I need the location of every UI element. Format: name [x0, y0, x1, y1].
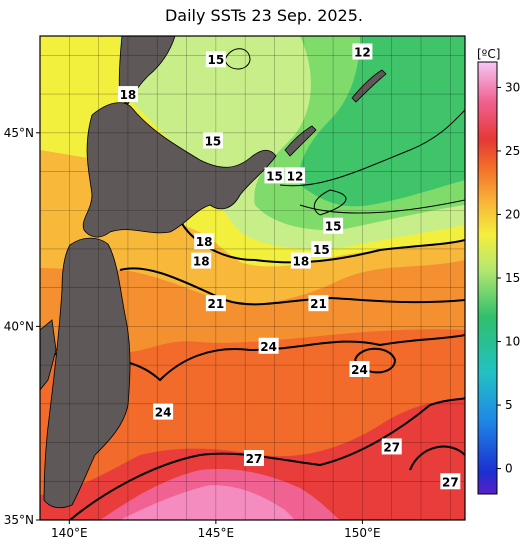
contour-label-bg [290, 252, 311, 269]
lat-tick-label: 40°N [4, 319, 34, 333]
contour-label: 18 [290, 252, 311, 269]
contour-label-text: 24 [351, 363, 368, 377]
axis-layer: 140°E 145°E 150°E 45°N 40°N 35°N [4, 126, 381, 540]
contour-label-text: 24 [155, 406, 172, 420]
contour-label: 15 [205, 51, 226, 68]
contour-label-text: 15 [266, 169, 283, 183]
contour-label: 15 [311, 240, 332, 257]
lat-tick-label: 35°N [4, 513, 34, 527]
contour-label-bg [349, 360, 370, 377]
contour-label-text: 15 [325, 220, 342, 234]
lon-tick-label: 150°E [344, 526, 381, 540]
contour-label-bg [352, 43, 373, 60]
contour-label: 21 [205, 295, 226, 312]
contour-label: 24 [258, 337, 279, 354]
land-honshu [43, 237, 131, 509]
contour-label-text: 27 [246, 452, 263, 466]
contour-label-bg [191, 252, 212, 269]
colorbar-tick-label: 20 [505, 207, 520, 221]
contour-label: 18 [194, 233, 215, 250]
colorbar-scale [477, 61, 498, 495]
contour-label-text: 18 [293, 255, 310, 269]
contour-label-text: 15 [313, 243, 330, 257]
colorbar: [ºC] 30 25 20 15 10 5 0 [477, 47, 520, 495]
contour-lines-thin [224, 48, 465, 216]
contour-label-bg [153, 403, 174, 420]
colorbar-tick-label: 10 [505, 335, 520, 349]
contour-label-bg [205, 51, 226, 68]
contour-label: 27 [381, 438, 402, 455]
contour-label: 21 [308, 295, 329, 312]
colorbar-ticks: 30 25 20 15 10 5 0 [497, 80, 520, 476]
contour-label-bg [285, 167, 305, 184]
contour-label-bg [243, 450, 264, 467]
contour-label-bg [194, 233, 215, 250]
contour-label: 15 [264, 167, 285, 184]
contour-label-text: 27 [383, 440, 400, 454]
contour-label-bg [440, 473, 461, 490]
colorbar-tick-label: 25 [505, 144, 520, 158]
contour-label: 27 [243, 450, 264, 467]
contour-label-text: 18 [196, 235, 213, 249]
contour-21 [119, 267, 465, 306]
land-hokkaido [82, 102, 277, 238]
contour-label: 18 [191, 252, 212, 269]
contour-label-text: 27 [442, 475, 459, 489]
graticule [40, 36, 465, 520]
contour-label-text: 15 [205, 135, 222, 149]
contour-label-text: 15 [208, 53, 225, 67]
map-title: Daily SSTs 23 Sep. 2025. [164, 6, 363, 25]
contour-label-bg [205, 295, 226, 312]
contour-label-bg [264, 167, 285, 184]
contour-label: 27 [440, 473, 461, 490]
sst-band-magenta [120, 485, 295, 520]
contour-label-bg [308, 295, 329, 312]
contour-label-text: 12 [287, 169, 304, 183]
contour-label: 15 [202, 132, 223, 149]
land-noto [40, 319, 57, 391]
contour-label-bg [258, 337, 279, 354]
contour-label: 18 [117, 86, 138, 103]
contour-label-text: 18 [120, 88, 137, 102]
contour-27-east [409, 445, 465, 471]
lon-tick-label: 145°E [198, 526, 235, 540]
contour-label-bg [323, 217, 344, 234]
contour-label: 24 [349, 360, 370, 377]
contour-label: 24 [153, 403, 174, 420]
contour-label-text: 21 [310, 297, 327, 311]
contour-27 [69, 397, 465, 520]
contour-label-text: 21 [208, 297, 225, 311]
sst-band-cold [299, 36, 465, 207]
contour-label-bg [117, 86, 138, 103]
contour-label-text: 18 [193, 255, 210, 269]
land-kuril-2 [351, 69, 387, 103]
colorbar-unit: [ºC] [477, 47, 500, 61]
colorbar-tick-label: 30 [505, 80, 520, 94]
contour-label: 12 [352, 43, 373, 60]
lat-tick-label: 45°N [4, 126, 34, 140]
contour-label-bg [202, 132, 223, 149]
map-frame [39, 35, 466, 521]
colorbar-tick-label: 15 [505, 271, 520, 285]
contour-label-text: 12 [354, 45, 371, 59]
contour-label: 12 [285, 167, 305, 184]
contour-label: 15 [323, 217, 344, 234]
contour-label-bg [381, 438, 402, 455]
colorbar-tick-label: 5 [505, 398, 513, 412]
contour-label-bg [311, 240, 332, 257]
land-kuril [284, 125, 317, 157]
contour-label-text: 24 [260, 340, 277, 354]
lon-tick-label: 140°E [51, 526, 88, 540]
colorbar-tick-label: 0 [505, 462, 513, 476]
